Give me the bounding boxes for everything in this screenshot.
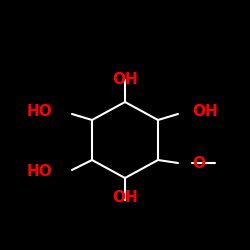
Text: O: O: [192, 156, 205, 170]
Text: HO: HO: [26, 164, 52, 180]
Text: HO: HO: [26, 104, 52, 120]
Text: OH: OH: [112, 190, 138, 205]
Text: OH: OH: [192, 104, 218, 120]
Text: OH: OH: [112, 72, 138, 87]
